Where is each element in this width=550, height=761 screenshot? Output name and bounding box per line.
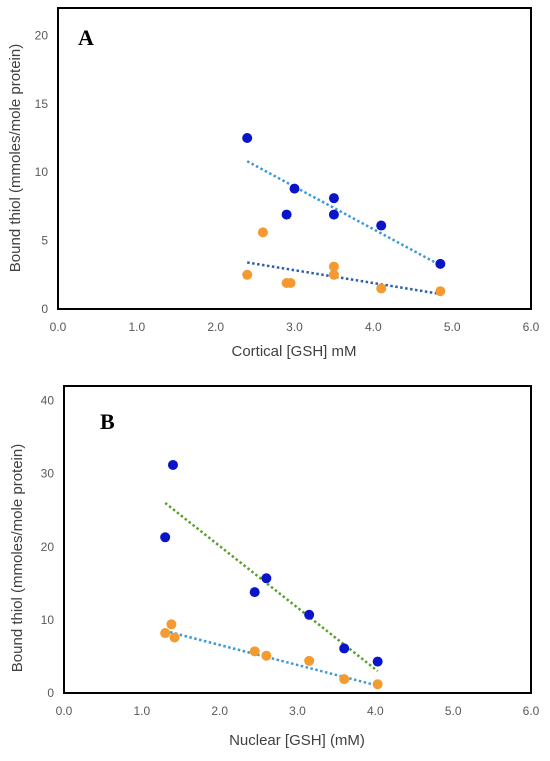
y-tick-label: 0	[41, 302, 48, 316]
data-point	[328, 261, 339, 272]
data-point	[160, 532, 171, 543]
data-point	[167, 459, 178, 470]
data-point	[257, 227, 268, 238]
data-point	[261, 573, 272, 584]
data-point	[304, 609, 315, 620]
x-tick-label: 0.0	[56, 704, 73, 718]
data-point	[249, 587, 260, 598]
x-tick-label: 5.0	[445, 704, 462, 718]
trendline	[164, 501, 379, 673]
plot-frame-a	[57, 7, 532, 310]
panel-a: A 0 5 10 15 20 0.0 1.0 2.0 3.0 4.0 5.0 6.0 Cortica…	[7, 7, 540, 360]
x-tick-label: 1.0	[128, 320, 145, 334]
y-tick-label: 20	[35, 28, 49, 42]
y-tick-label: 10	[41, 613, 55, 627]
trendline	[246, 261, 441, 296]
x-axis-title-a: Cortical [GSH] mM	[231, 343, 356, 360]
y-tick-label: 40	[41, 394, 55, 408]
x-tick-label: 1.0	[133, 704, 150, 718]
y-tick-label: 5	[41, 234, 48, 248]
data-point	[249, 646, 260, 657]
x-tick-label: 5.0	[444, 320, 461, 334]
plot-frame-b	[63, 385, 532, 694]
data-point	[435, 258, 446, 269]
trendlines-b	[164, 501, 379, 687]
panel-b: B 0 10 20 30 40 0.0 1.0 2.0 3.0 4.0 5.0 6.0 Nuclea…	[9, 385, 540, 749]
y-axis-title-b: Bound thiol (mmoles/mole protein)	[9, 444, 26, 672]
data-point	[339, 643, 350, 654]
x-tick-label: 6.0	[523, 320, 540, 334]
x-tick-label: 4.0	[367, 704, 384, 718]
data-point	[304, 655, 315, 666]
x-tick-label: 2.0	[207, 320, 224, 334]
data-point	[328, 269, 339, 280]
points-a	[242, 132, 446, 297]
data-point	[328, 193, 339, 204]
trendlines-a	[246, 160, 441, 296]
y-tick-label: 10	[35, 165, 49, 179]
x-tick-label: 6.0	[523, 704, 540, 718]
data-point	[339, 674, 350, 685]
x-tick-label: 0.0	[50, 320, 67, 334]
y-tick-label: 30	[41, 467, 55, 481]
y-tick-labels-b: 0 10 20 30 40	[41, 394, 55, 700]
trendline	[246, 160, 441, 267]
data-point	[372, 656, 383, 667]
data-point	[376, 283, 387, 294]
data-point	[289, 183, 300, 194]
points-b	[160, 459, 383, 690]
y-tick-label: 20	[41, 540, 55, 554]
y-axis-title-a: Bound thiol (mmoles/mole protein)	[7, 44, 24, 272]
x-tick-label: 2.0	[211, 704, 228, 718]
x-tick-labels-a: 0.0 1.0 2.0 3.0 4.0 5.0 6.0	[50, 320, 540, 334]
x-tick-label: 3.0	[289, 704, 306, 718]
data-point	[285, 278, 296, 289]
x-tick-label: 4.0	[365, 320, 382, 334]
panel-label-b: B	[100, 409, 115, 434]
x-axis-title-b: Nuclear [GSH] (mM)	[229, 732, 365, 749]
data-point	[435, 286, 446, 297]
x-tick-label: 3.0	[286, 320, 303, 334]
data-point	[242, 132, 253, 143]
data-point	[166, 619, 177, 630]
x-tick-labels-b: 0.0 1.0 2.0 3.0 4.0 5.0 6.0	[56, 704, 540, 718]
data-point	[376, 220, 387, 231]
panel-label-a: A	[78, 25, 94, 50]
data-point	[169, 632, 180, 643]
data-point	[242, 269, 253, 280]
y-tick-labels-a: 0 5 10 15 20	[35, 28, 49, 316]
data-point	[372, 679, 383, 690]
trendline	[164, 629, 378, 687]
y-tick-label: 0	[47, 686, 54, 700]
data-point	[328, 209, 339, 220]
y-tick-label: 15	[35, 97, 49, 111]
data-point	[261, 650, 272, 661]
data-point	[160, 628, 171, 639]
data-point	[281, 209, 292, 220]
